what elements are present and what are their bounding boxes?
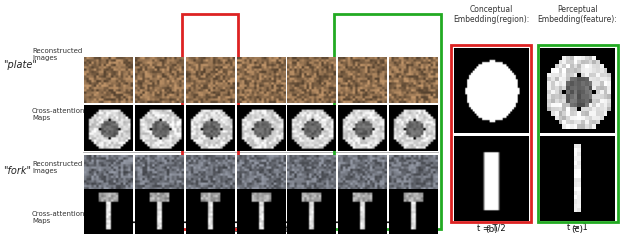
Text: Cross-attention
Maps: Cross-attention Maps: [32, 108, 86, 121]
Text: "fork": "fork": [3, 166, 31, 176]
Text: t = T/2: t = T/2: [477, 223, 506, 233]
Text: Perceptual
Embedding(feature):: Perceptual Embedding(feature):: [538, 5, 618, 24]
Text: (c): (c): [572, 225, 584, 234]
Text: (a): (a): [172, 225, 184, 234]
Text: Cross-attention
Maps: Cross-attention Maps: [32, 211, 86, 224]
Text: denoising timesteps T → 1: denoising timesteps T → 1: [218, 225, 329, 234]
Text: Conceptual
Embedding(region):: Conceptual Embedding(region):: [453, 5, 529, 24]
Text: Reconstructed
Images: Reconstructed Images: [32, 49, 83, 61]
Text: (b): (b): [485, 225, 497, 234]
Text: t = 1: t = 1: [567, 223, 588, 233]
Text: "plate": "plate": [3, 60, 37, 70]
Text: Reconstructed
Images: Reconstructed Images: [32, 161, 83, 174]
